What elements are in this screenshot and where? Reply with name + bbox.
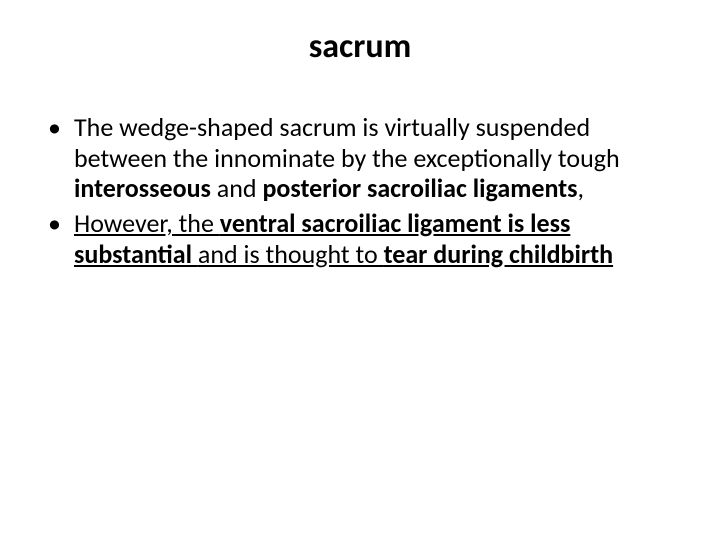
bullet-item: The wedge-shaped sacrum is virtually sus…	[46, 112, 674, 204]
text-run: interosseous	[74, 172, 211, 204]
text-run: The wedge-shaped sacrum is virtually sus…	[74, 111, 620, 174]
text-run: However, the	[74, 207, 220, 239]
slide-title: sacrum	[0, 26, 720, 67]
text-run: and is thought to	[198, 238, 384, 270]
slide: sacrum The wedge-shaped sacrum is virtua…	[0, 0, 720, 540]
text-run: tear during childbirth	[384, 238, 614, 270]
bullet-item: However, the ventral sacroiliac ligament…	[46, 208, 674, 269]
text-run: posterior sacroiliac ligaments	[262, 172, 577, 204]
text-run: ,	[578, 172, 585, 204]
slide-body: The wedge-shaped sacrum is virtually sus…	[46, 112, 674, 273]
text-run: and	[211, 172, 263, 204]
bullet-list: The wedge-shaped sacrum is virtually sus…	[46, 112, 674, 269]
